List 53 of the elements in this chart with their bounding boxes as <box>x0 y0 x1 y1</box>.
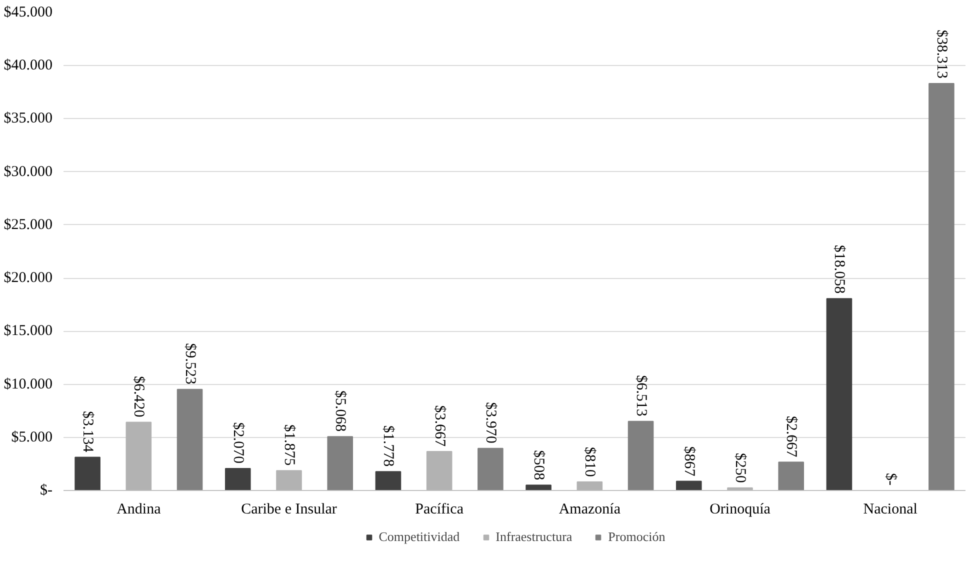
x-tick-label: Andina <box>116 502 162 518</box>
x-tick-label: Amazonía <box>558 502 621 518</box>
data-label: $38.313 <box>933 30 950 79</box>
y-tick-label: $20.000 <box>4 270 52 286</box>
x-tick-label: Nacional <box>863 502 918 518</box>
data-label: $867 <box>680 446 697 477</box>
data-label: $6.513 <box>632 375 649 416</box>
y-tick-label: $30.000 <box>4 164 52 180</box>
data-label: $6.420 <box>130 376 147 418</box>
data-label: $18.058 <box>831 244 848 294</box>
data-label: $250 <box>732 452 748 483</box>
y-tick-label: $15.000 <box>4 323 52 340</box>
bar <box>74 456 100 490</box>
data-label: $- <box>882 473 898 486</box>
bar <box>628 420 654 490</box>
x-tick-label: Caribe e Insular <box>241 502 337 518</box>
data-label: $1.875 <box>281 424 297 466</box>
data-label: $810 <box>582 446 598 477</box>
bar <box>126 422 152 490</box>
legend-label: Competitividad <box>378 529 460 545</box>
data-label: $9.523 <box>182 343 198 384</box>
y-tick-label: $45.000 <box>4 4 52 20</box>
y-tick-label: $40.000 <box>4 58 52 74</box>
y-tick-label: $25.000 <box>4 216 52 233</box>
data-label: $508 <box>530 450 547 480</box>
legend-label: Promoción <box>608 529 666 545</box>
bar <box>327 436 354 490</box>
data-label: $3.667 <box>431 405 448 448</box>
bar <box>928 83 954 490</box>
bar <box>778 462 804 490</box>
data-label: $1.778 <box>380 425 396 467</box>
y-tick-label: $5.000 <box>11 429 52 446</box>
bar <box>176 388 203 490</box>
data-label: $3.134 <box>80 410 96 453</box>
y-tick-label: $- <box>40 482 53 498</box>
bar <box>276 470 302 490</box>
bar <box>676 480 702 490</box>
y-tick-label: $35.000 <box>4 110 52 127</box>
bar <box>576 481 603 490</box>
data-label: $3.970 <box>482 402 498 444</box>
data-label: $2.667 <box>783 416 800 458</box>
bar <box>224 468 251 490</box>
bar <box>426 451 452 490</box>
data-label: $5.068 <box>332 390 348 432</box>
bar <box>526 484 552 490</box>
bar <box>478 448 504 490</box>
y-tick-label: $10.000 <box>4 376 52 392</box>
x-tick-label: Orinoquía <box>710 502 771 518</box>
bar <box>375 471 402 490</box>
data-label: $2.070 <box>230 422 246 464</box>
x-tick-label: Pacífica <box>415 502 464 518</box>
legend-label: Infraestructura <box>496 529 572 545</box>
bar <box>826 298 852 490</box>
